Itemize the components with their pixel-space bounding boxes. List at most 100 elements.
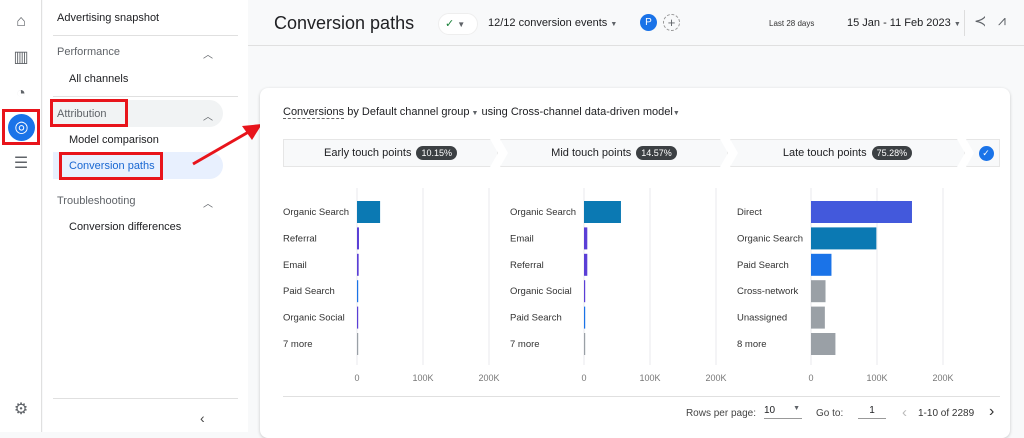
goto-input[interactable]: 1 (858, 405, 886, 419)
category-label: Organic Search (510, 207, 576, 218)
divider (964, 10, 965, 36)
section-performance[interactable]: Performance (57, 46, 120, 58)
caret-down-icon: ▼ (610, 21, 618, 28)
date-range-picker[interactable]: 15 Jan - 11 Feb 2023 ▼ (847, 17, 961, 29)
gear-icon[interactable]: ⚙ (13, 401, 29, 418)
category-label: Paid Search (510, 313, 562, 324)
status-dropdown[interactable]: ✓ ▼ (438, 13, 478, 35)
annotation-box (2, 109, 40, 145)
next-page-icon[interactable]: › (989, 403, 995, 420)
bar (584, 253, 588, 276)
category-label: Cross-network (737, 286, 798, 297)
metric-selector[interactable]: Conversions (283, 106, 345, 119)
x-tick-label: 100K (639, 373, 660, 383)
dimension-selector[interactable]: Default channel group (361, 106, 470, 118)
prev-page-icon[interactable]: ‹ (902, 404, 907, 421)
advertising-icon[interactable]: ◎ (8, 114, 35, 141)
sidebar: Advertising snapshot Performance ︿ All c… (43, 0, 248, 432)
section-troubleshooting[interactable]: Troubleshooting (57, 195, 136, 207)
step-label: Late touch points (782, 147, 867, 159)
rows-per-page-value: 10 (764, 405, 776, 416)
category-label: 8 more (737, 339, 767, 350)
caret-down-icon[interactable]: ▼ (672, 110, 680, 117)
conversion-events-dropdown[interactable]: 12/12 conversion events ▼ (488, 17, 617, 29)
check-circle-icon: ✓ (978, 146, 994, 161)
caret-down-icon: ▼ (793, 405, 800, 412)
divider (53, 96, 238, 97)
x-tick-label: 100K (412, 373, 433, 383)
step-label: Early touch points (324, 147, 412, 159)
x-tick-label: 0 (581, 373, 586, 383)
sidebar-item-all-channels[interactable]: All channels (69, 73, 129, 85)
category-label: Referral (283, 233, 317, 244)
share-icon[interactable]: ≺ (974, 13, 987, 30)
step-badge: 75.28% (872, 146, 913, 160)
step-label: Mid touch points (551, 147, 632, 159)
model-selector[interactable]: Cross-channel data-driven model (510, 106, 673, 118)
collapse-icon[interactable]: ‹ (200, 410, 205, 426)
step-mid-touch-points[interactable]: Mid touch points 14.57% (500, 139, 728, 167)
x-tick-label: 200K (932, 373, 953, 383)
insights-icon[interactable]: ⩘ (998, 12, 1006, 28)
bar (811, 306, 825, 329)
bar (584, 333, 586, 355)
step-late-touch-points[interactable]: Late touch points 75.28% (730, 139, 965, 167)
bar (357, 201, 381, 223)
goto-label: Go to: (816, 408, 844, 419)
chevron-up-icon[interactable]: ︿ (203, 199, 213, 210)
divider (283, 396, 1000, 397)
report-subtitle: Conversions by Default channel group ▼ u… (283, 106, 680, 119)
bar (811, 253, 832, 276)
subtitle-by: by (347, 106, 359, 118)
bar (584, 306, 586, 329)
x-tick-label: 100K (866, 373, 887, 383)
chevron-up-icon[interactable]: ︿ (203, 50, 213, 61)
bar (584, 227, 588, 250)
sidebar-item-conversion-differences[interactable]: Conversion differences (69, 221, 182, 233)
trend-icon[interactable]: ◔ (16, 85, 26, 102)
bar (584, 201, 621, 223)
bar (811, 201, 912, 223)
home-icon[interactable]: ⌂ (16, 13, 26, 30)
rows-per-page-label: Rows per page: (685, 408, 756, 419)
category-label: Organic Social (283, 313, 345, 324)
avatar[interactable]: P (640, 14, 657, 31)
category-label: Organic Search (283, 207, 349, 218)
category-label: Email (510, 233, 534, 244)
bar (811, 227, 877, 250)
step-badge: 10.15% (416, 146, 457, 160)
bar-chart-icon[interactable]: ▥ (13, 49, 29, 66)
sidebar-item-conversion-paths[interactable]: Conversion paths (69, 160, 155, 172)
annotation-box (50, 99, 128, 127)
conversion-events-label: 12/12 conversion events (488, 17, 608, 29)
step-badge: 14.57% (636, 146, 677, 160)
page-range: 1-10 of 2289 (918, 408, 975, 419)
rows-per-page-select[interactable]: 10 ▼ (764, 405, 802, 419)
sidebar-item-model-comparison[interactable]: Model comparison (69, 134, 159, 146)
section-attribution[interactable]: Attribution (57, 108, 107, 120)
step-early-touch-points[interactable]: Early touch points 10.15% (283, 139, 498, 167)
caret-down-icon[interactable]: ▼ (469, 110, 479, 117)
bar (811, 333, 836, 355)
bar (357, 253, 359, 276)
bar (357, 280, 359, 303)
category-label: Organic Search (737, 233, 803, 244)
check-circle-icon: ✓ (445, 18, 455, 30)
category-label: 7 more (283, 339, 313, 350)
bar (584, 280, 586, 303)
page-header: Conversion paths ✓ ▼ 12/12 conversion ev… (248, 0, 1024, 46)
bar (357, 333, 359, 355)
list-icon[interactable]: ☰ (13, 155, 29, 172)
divider (53, 398, 238, 399)
sidebar-item-advertising-snapshot[interactable]: Advertising snapshot (57, 12, 160, 24)
category-label: Email (283, 260, 307, 271)
date-range: 15 Jan - 11 Feb 2023 (847, 17, 951, 29)
date-range-label: Last 28 days (769, 19, 815, 28)
add-comparison-icon[interactable]: + (663, 14, 680, 31)
x-tick-label: 200K (705, 373, 726, 383)
page-title: Conversion paths (274, 13, 415, 33)
category-label: Paid Search (283, 286, 335, 297)
category-label: Paid Search (737, 260, 789, 271)
chevron-up-icon[interactable]: ︿ (203, 112, 213, 123)
